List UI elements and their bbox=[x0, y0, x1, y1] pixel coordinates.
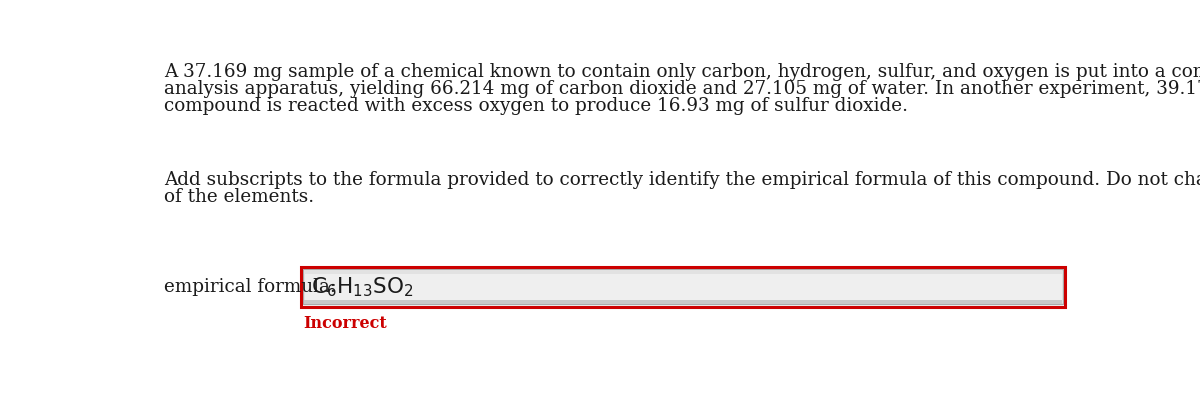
Text: analysis apparatus, yielding 66.214 mg of carbon dioxide and 27.105 mg of water.: analysis apparatus, yielding 66.214 mg o… bbox=[164, 81, 1200, 98]
Text: A 37.169 mg sample of a chemical known to contain only carbon, hydrogen, sulfur,: A 37.169 mg sample of a chemical known t… bbox=[164, 64, 1200, 81]
Text: Incorrect: Incorrect bbox=[304, 315, 388, 332]
Bar bbox=[304, 269, 1063, 304]
Text: of the elements.: of the elements. bbox=[164, 188, 314, 206]
Bar bbox=[305, 270, 1062, 274]
Text: $\mathrm{C_6H_{13}SO_2}$: $\mathrm{C_6H_{13}SO_2}$ bbox=[311, 275, 414, 299]
Text: compound is reacted with excess oxygen to produce 16.93 mg of sulfur dioxide.: compound is reacted with excess oxygen t… bbox=[164, 97, 908, 115]
Bar bbox=[305, 300, 1062, 304]
Text: Add subscripts to the formula provided to correctly identify the empirical formu: Add subscripts to the formula provided t… bbox=[164, 171, 1200, 189]
Text: empirical formula:: empirical formula: bbox=[164, 278, 342, 296]
Bar bbox=[301, 267, 1066, 307]
